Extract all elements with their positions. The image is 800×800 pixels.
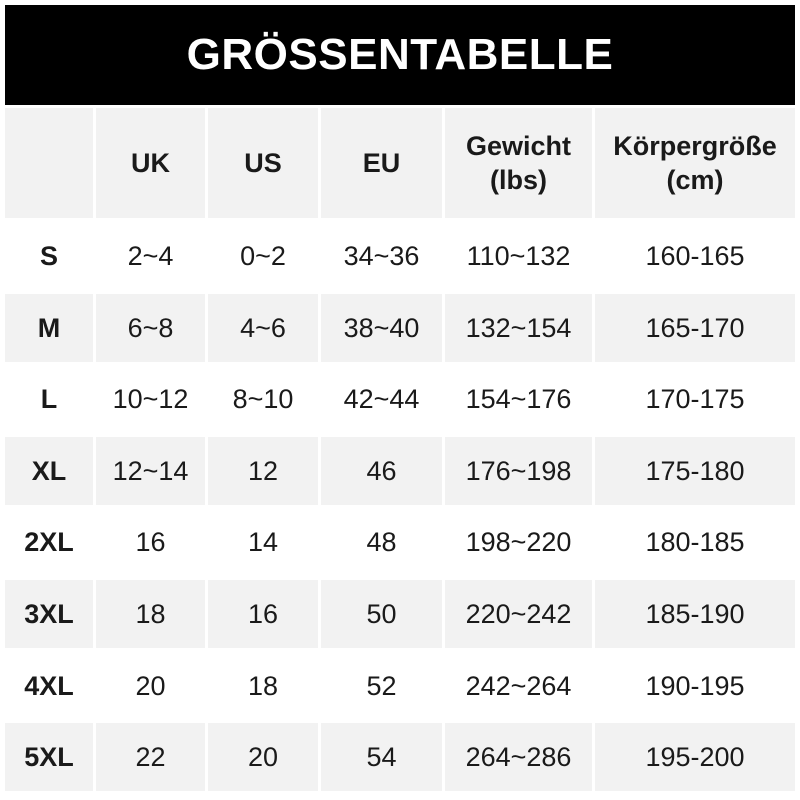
row-header: 2XL xyxy=(24,527,74,558)
table-cell: 12 xyxy=(208,436,318,505)
row-header: 3XL xyxy=(5,580,93,648)
table-cell: 20 xyxy=(135,670,166,701)
title-bar: GRÖSSENTABELLE xyxy=(5,5,795,105)
row-header: 5XL xyxy=(5,723,93,792)
table-cell: 38~40 xyxy=(321,293,442,362)
column-header: Körpergröße (cm) xyxy=(595,108,795,218)
table-cell: 18 xyxy=(96,580,205,648)
row-header: M xyxy=(5,293,93,362)
table-cell: 154~176 xyxy=(465,384,572,415)
column-header: UK xyxy=(96,108,205,218)
table-cell: 18 xyxy=(247,670,279,701)
header-corner xyxy=(5,108,93,218)
table-cell: 190-195 xyxy=(645,670,745,701)
column-header: Gewicht (lbs) xyxy=(445,108,592,218)
table-cell: 264~286 xyxy=(445,723,592,792)
table-cell: 42~44 xyxy=(343,384,420,415)
row-header: XL xyxy=(5,436,93,505)
table-cell: 10~12 xyxy=(112,384,189,415)
table-cell: 175-180 xyxy=(595,436,795,505)
table-cell: 12~14 xyxy=(96,436,205,505)
table-cell: 8~10 xyxy=(232,384,294,415)
table-cell: 185-190 xyxy=(595,580,795,648)
table-cell: 198~220 xyxy=(465,527,572,558)
table-cell: 48 xyxy=(366,527,397,558)
table-cell: 22 xyxy=(96,723,205,792)
table-cell: 160-165 xyxy=(645,241,745,271)
row-header: S xyxy=(39,241,58,271)
table-cell: 110~132 xyxy=(466,241,571,271)
table-cell: 34~36 xyxy=(343,241,420,271)
table-cell: 220~242 xyxy=(445,580,592,648)
table-cell: 170-175 xyxy=(645,384,745,415)
table-cell: 4~6 xyxy=(208,293,318,362)
table-cell: 52 xyxy=(366,670,397,701)
table-cell: 46 xyxy=(321,436,442,505)
table-cell: 242~264 xyxy=(465,670,572,701)
table-cell: 0~2 xyxy=(240,241,286,271)
row-header: L xyxy=(40,384,58,415)
table-cell: 54 xyxy=(321,723,442,792)
column-header: US xyxy=(208,108,318,218)
table-cell: 165-170 xyxy=(595,293,795,362)
table-cell: 14 xyxy=(247,527,279,558)
table-cell: 176~198 xyxy=(445,436,592,505)
table-cell: 16 xyxy=(135,527,166,558)
table-cell: 20 xyxy=(208,723,318,792)
table-cell: 16 xyxy=(208,580,318,648)
table-cell: 6~8 xyxy=(96,293,205,362)
table-cell: 195-200 xyxy=(595,723,795,792)
table-cell: 132~154 xyxy=(445,293,592,362)
table-cell: 2~4 xyxy=(127,241,174,271)
table-cell: 180-185 xyxy=(645,527,745,558)
row-header: 4XL xyxy=(24,670,74,701)
title: GRÖSSENTABELLE xyxy=(186,30,614,79)
table-cell: 50 xyxy=(321,580,442,648)
column-header: EU xyxy=(321,108,442,218)
